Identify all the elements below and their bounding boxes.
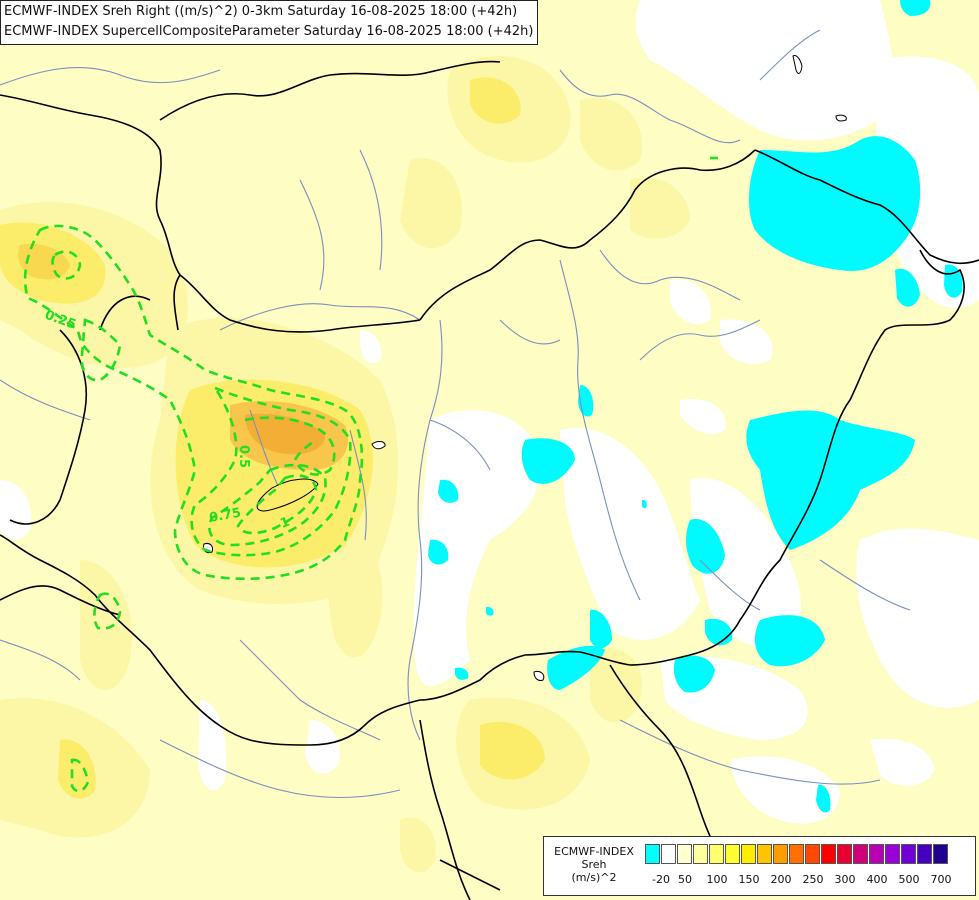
legend-tick-label: 100 xyxy=(706,873,728,886)
legend-tick-label: 150 xyxy=(738,873,760,886)
legend-swatch xyxy=(741,844,756,864)
contour-label-075: 0.75 xyxy=(208,506,242,526)
legend-title-unit: (m/s)^2 xyxy=(571,871,617,884)
title-line-srh: ECMWF-INDEX Sreh Right ((m/s)^2) 0-3km S… xyxy=(4,4,518,19)
contour-south-small xyxy=(70,758,90,793)
legend-tick-label: 200 xyxy=(770,873,792,886)
legend-swatch xyxy=(933,844,948,864)
legend-tick-label: 700 xyxy=(930,873,952,886)
legend-tick-label: 500 xyxy=(898,873,920,886)
legend-swatch xyxy=(757,844,772,864)
legend-ticks: -20 50 100 150 200 250 300 400 500 700 xyxy=(645,873,975,889)
legend-swatch xyxy=(773,844,788,864)
legend-swatch xyxy=(789,844,804,864)
legend-swatch xyxy=(677,844,692,864)
legend-swatch xyxy=(645,844,660,864)
legend-tick-label: 250 xyxy=(802,873,824,886)
contour-label-05: 0.5 xyxy=(236,445,251,468)
legend-swatch xyxy=(821,844,836,864)
river-lines xyxy=(0,29,911,799)
legend-swatch xyxy=(661,844,676,864)
legend-swatch xyxy=(709,844,724,864)
legend-title: ECMWF-INDEX Sreh (m/s)^2 xyxy=(548,845,640,884)
contour-0.25-north xyxy=(23,224,364,581)
srh-white-areas xyxy=(0,0,979,824)
srh-cyan-areas xyxy=(428,0,963,813)
legend-swatch xyxy=(885,844,900,864)
contour-0.25-west xyxy=(80,318,122,382)
legend-tick-label: 50 xyxy=(678,873,692,886)
legend-swatch xyxy=(837,844,852,864)
color-legend: ECMWF-INDEX Sreh (m/s)^2 -20 50 100 150 200 2… xyxy=(543,836,976,896)
legend-tick-label: 400 xyxy=(866,873,888,886)
legend-title-model: ECMWF-INDEX xyxy=(554,845,634,858)
legend-swatch xyxy=(869,844,884,864)
legend-swatch xyxy=(725,844,740,864)
contour-1 xyxy=(236,474,318,535)
legend-tick-label: 300 xyxy=(834,873,856,886)
legend-swatches xyxy=(645,844,949,864)
contour-0.25-inner-loop xyxy=(51,250,82,280)
legend-swatch xyxy=(853,844,868,864)
legend-swatch xyxy=(693,844,708,864)
contour-0.75 xyxy=(208,463,327,547)
scp-contours xyxy=(23,156,718,793)
contour-south-west xyxy=(93,592,122,630)
legend-title-param: Sreh xyxy=(581,858,607,871)
country-borders xyxy=(0,60,979,900)
legend-tick-label: -20 xyxy=(652,873,670,886)
legend-swatch xyxy=(805,844,820,864)
map-title-box: ECMWF-INDEX Sreh Right ((m/s)^2) 0-3km S… xyxy=(0,0,539,45)
legend-swatch xyxy=(917,844,932,864)
contour-0.5-inner xyxy=(244,416,336,476)
title-line-scp: ECMWF-INDEX SupercellCompositeParameter … xyxy=(4,24,534,39)
contour-0.5 xyxy=(190,385,352,557)
legend-swatch xyxy=(901,844,916,864)
